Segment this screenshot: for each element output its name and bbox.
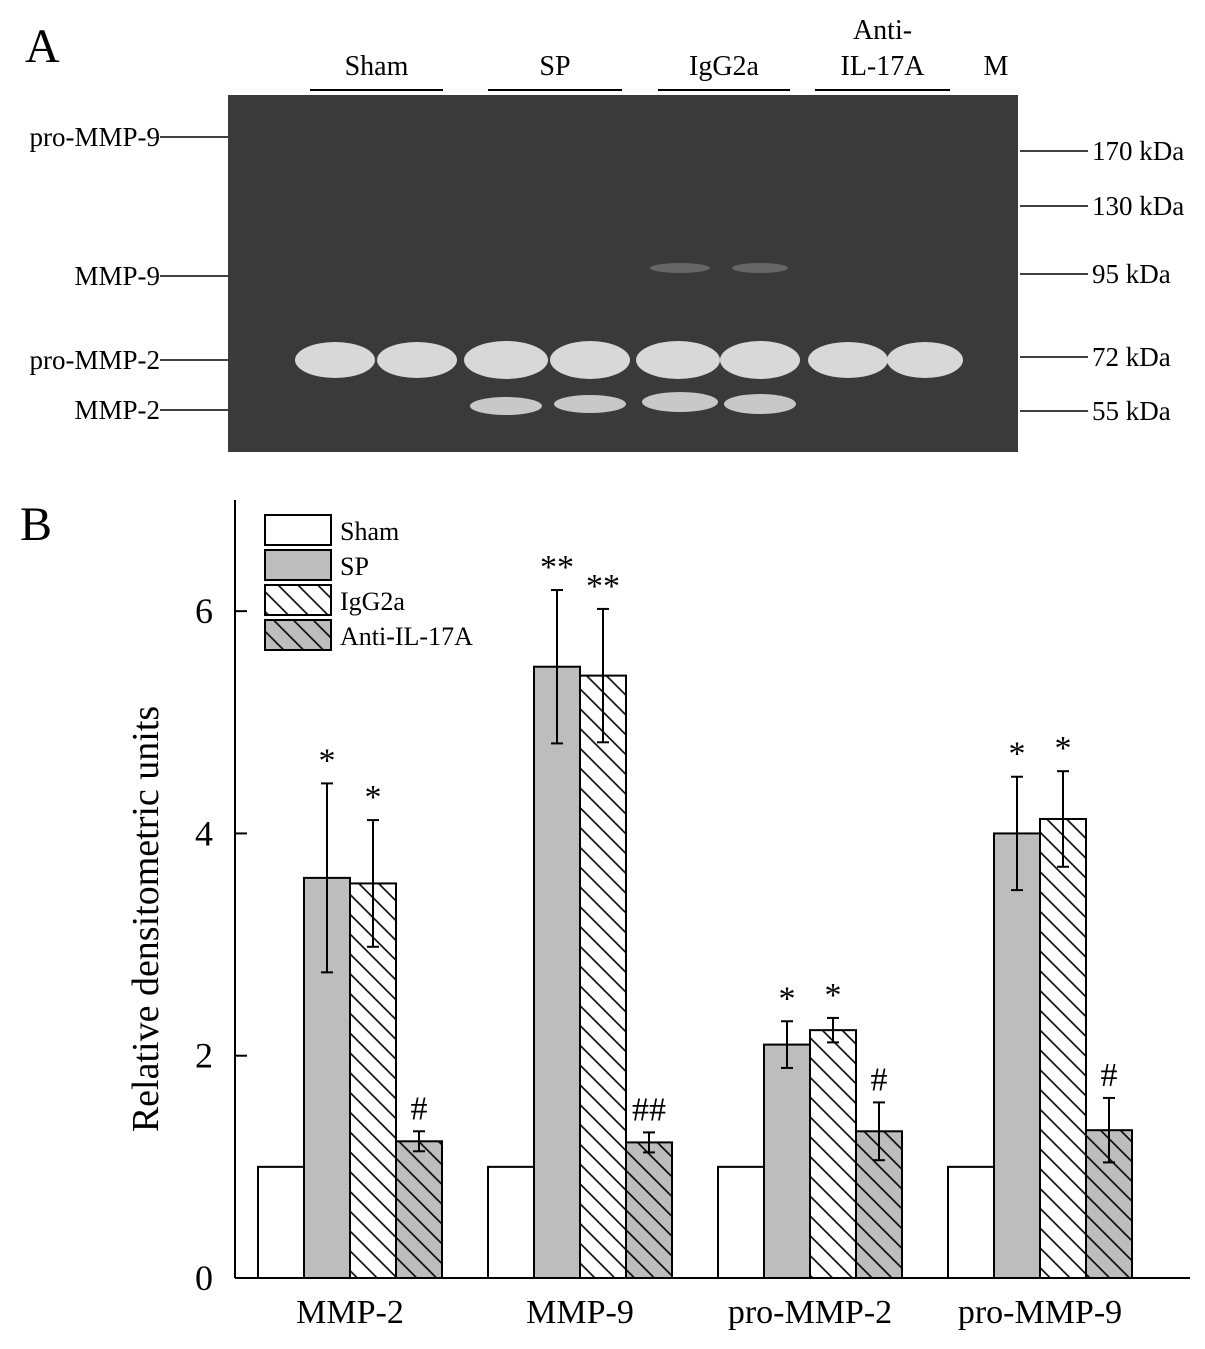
band-label: pro-MMP-2 <box>29 345 160 375</box>
legend-label: SP <box>340 552 369 581</box>
error-bar <box>873 1101 885 1162</box>
error-bar <box>781 1020 793 1069</box>
bar <box>487 1165 535 1280</box>
mw-label: 170 kDa <box>1092 136 1184 166</box>
legend-swatch <box>264 619 332 651</box>
error-bar <box>551 589 563 745</box>
panel-label: B <box>20 498 52 551</box>
panel-label: A <box>25 20 60 73</box>
mw-label: 95 kDa <box>1092 259 1171 289</box>
band-label: MMP-9 <box>74 261 160 291</box>
significance: * <box>825 977 842 1014</box>
error-bar <box>1103 1096 1115 1164</box>
x-tick-label: MMP-9 <box>526 1294 634 1331</box>
significance: ** <box>586 568 620 605</box>
mw-label: 130 kDa <box>1092 191 1184 221</box>
legend-swatch <box>264 514 332 546</box>
significance: ** <box>540 549 574 586</box>
lane-label: IgG2a <box>689 51 760 82</box>
significance: * <box>365 779 382 816</box>
legend-swatch <box>264 584 332 616</box>
lane-label: Anti- <box>853 15 912 46</box>
legend-label: Sham <box>340 517 399 546</box>
bar <box>763 1043 811 1279</box>
mw-label: 55 kDa <box>1092 396 1171 426</box>
lane-label: M <box>984 51 1009 82</box>
bar <box>257 1165 305 1280</box>
error-bar <box>643 1131 655 1154</box>
error-bar <box>367 819 379 948</box>
significance: * <box>319 742 336 779</box>
bar <box>579 674 627 1279</box>
x-tick-label: pro-MMP-9 <box>958 1294 1122 1331</box>
bar <box>1039 817 1087 1279</box>
y-tick-label: 0 <box>195 1258 213 1298</box>
significance: ## <box>632 1091 666 1128</box>
bar <box>947 1165 995 1280</box>
bar <box>533 665 581 1279</box>
legend-swatch <box>264 549 332 581</box>
bar <box>625 1141 673 1280</box>
significance: # <box>411 1090 428 1127</box>
lane-label: IL-17A <box>841 51 926 82</box>
error-bar <box>1057 770 1069 868</box>
band-label: MMP-2 <box>74 395 160 425</box>
lane-label: Sham <box>345 51 409 82</box>
lane-label: SP <box>539 51 570 82</box>
legend-label: IgG2a <box>340 587 405 616</box>
significance: # <box>871 1061 888 1098</box>
y-axis-label: Relative densitometric units <box>125 706 167 1132</box>
bar <box>717 1165 765 1280</box>
band-label: pro-MMP-9 <box>29 122 160 152</box>
bar <box>395 1140 443 1280</box>
error-bar <box>827 1016 839 1044</box>
legend-label: Anti-IL-17A <box>340 622 473 651</box>
y-tick-label: 6 <box>195 591 213 631</box>
x-tick-label: MMP-2 <box>296 1294 404 1331</box>
error-bar <box>1011 775 1023 892</box>
gel-image <box>228 95 1018 452</box>
significance: * <box>1055 730 1072 767</box>
significance: * <box>1009 736 1026 773</box>
error-bar <box>413 1130 425 1153</box>
bar <box>993 832 1041 1280</box>
x-tick-label: pro-MMP-2 <box>728 1294 892 1331</box>
y-tick-label: 4 <box>195 813 213 853</box>
error-bar <box>321 782 333 974</box>
bar <box>809 1029 857 1280</box>
error-bar <box>597 607 609 744</box>
y-tick-label: 2 <box>195 1036 213 1076</box>
mw-label: 72 kDa <box>1092 342 1171 372</box>
significance: # <box>1101 1057 1118 1094</box>
significance: * <box>779 980 796 1017</box>
